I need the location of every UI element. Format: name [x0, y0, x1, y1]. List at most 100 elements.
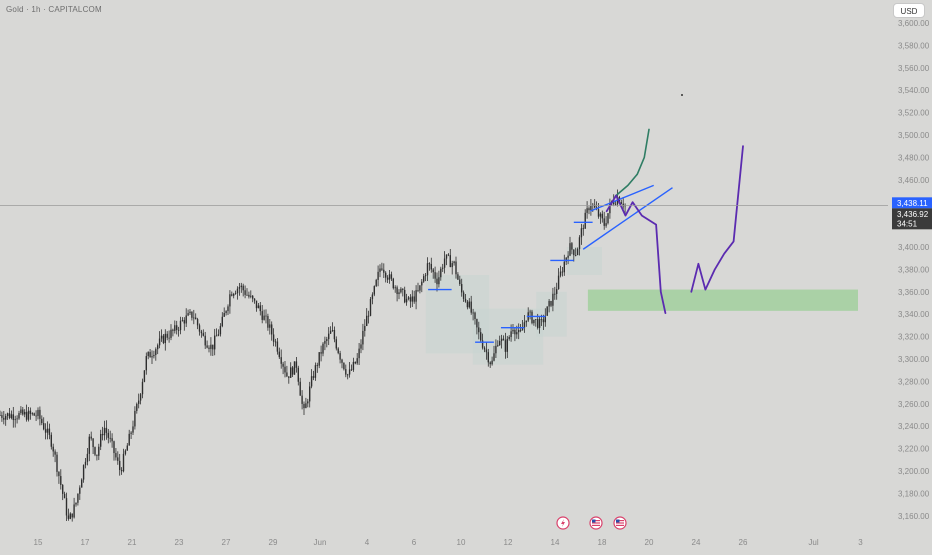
candle-body: [538, 319, 541, 328]
candle-body: [453, 261, 455, 264]
flag-stripe: [616, 522, 624, 524]
candle-body: [510, 331, 512, 337]
candle-body: [569, 243, 571, 256]
candle-body: [151, 356, 153, 358]
y-tick-label: 3,520.00: [898, 109, 930, 118]
candle-body: [394, 287, 396, 289]
candle-body: [373, 286, 375, 295]
candle-body: [333, 330, 336, 340]
candle-body: [601, 213, 603, 219]
candle-body: [120, 469, 123, 472]
candle-body: [514, 329, 516, 335]
candle-body: [27, 410, 30, 420]
candle-body: [1, 415, 3, 418]
candle-body: [101, 433, 104, 436]
candle-body: [603, 218, 605, 226]
candle-body: [20, 409, 22, 414]
candle-body: [341, 359, 343, 363]
candle-body: [466, 301, 469, 308]
candle-body: [130, 432, 132, 434]
currency-button[interactable]: USD: [893, 3, 925, 18]
x-tick-label: 17: [81, 538, 90, 547]
candle-body: [291, 367, 294, 375]
candle-body: [293, 361, 296, 375]
candle-body: [94, 447, 96, 455]
y-tick-label: 3,500.00: [898, 131, 930, 140]
candle-body: [354, 361, 356, 364]
candle-body: [250, 295, 252, 297]
candle-body: [310, 376, 313, 387]
candle-body: [377, 271, 379, 280]
candle-body: [348, 369, 351, 375]
candle-body: [100, 433, 102, 447]
candle-body: [141, 381, 144, 395]
candle-body: [322, 343, 324, 354]
y-tick-label: 3,300.00: [898, 355, 930, 364]
candle-body: [409, 297, 412, 302]
candle-body: [14, 419, 16, 421]
candle-body: [480, 332, 482, 341]
candle-body: [3, 417, 5, 420]
candle-body: [96, 454, 98, 456]
candle-body: [540, 319, 543, 320]
candle-body: [436, 278, 438, 285]
candle-body: [172, 329, 174, 331]
candle-body: [77, 493, 79, 503]
candle-body: [529, 311, 531, 313]
candle-body: [284, 366, 286, 373]
candle-body: [609, 203, 611, 214]
candle-body: [381, 268, 383, 270]
candle-body: [134, 410, 136, 427]
candle-body: [265, 315, 267, 317]
x-tick-label: 10: [457, 538, 466, 547]
candle-body: [428, 263, 431, 265]
candle-body: [383, 269, 385, 273]
flag-canton: [592, 519, 596, 523]
candle-body: [65, 498, 68, 516]
candle-body: [417, 290, 419, 291]
candle-body: [443, 258, 446, 268]
candle-body: [145, 356, 147, 371]
candle-body: [164, 333, 166, 344]
candle-body: [405, 298, 408, 303]
candle-body: [60, 476, 62, 485]
candle-body: [497, 345, 499, 346]
candle-body: [352, 361, 355, 370]
candle-body: [271, 324, 273, 335]
candle-body: [202, 333, 204, 336]
candle-body: [506, 338, 508, 352]
candle-body: [478, 327, 480, 333]
candle-body: [489, 362, 491, 365]
candle-body: [396, 287, 398, 295]
y-tick-label: 3,200.00: [898, 467, 930, 476]
candle-body: [12, 414, 14, 421]
candle-body: [345, 369, 347, 375]
candle-body: [402, 288, 404, 290]
candle-body: [193, 317, 195, 319]
candle-body: [288, 376, 290, 378]
candle-body: [43, 423, 45, 430]
candle-body: [225, 311, 227, 314]
candle-body: [214, 335, 216, 350]
candle-body: [519, 330, 522, 331]
candle-body: [561, 271, 564, 273]
candle-body: [493, 353, 495, 361]
candle-body: [375, 279, 377, 287]
candle-body: [39, 409, 41, 419]
candle-body: [122, 453, 125, 472]
candle-body: [16, 418, 18, 420]
candle-body: [286, 372, 288, 377]
candle-body: [117, 457, 119, 461]
candle-body: [620, 202, 622, 204]
candle-body: [24, 411, 26, 415]
candle-body: [371, 294, 374, 300]
candle-body: [253, 298, 256, 301]
candle-body: [185, 315, 187, 324]
candle-body: [210, 344, 212, 349]
candle-body: [316, 365, 318, 366]
candle-body: [481, 340, 484, 348]
candle-body: [599, 213, 602, 217]
candle-body: [362, 330, 364, 345]
